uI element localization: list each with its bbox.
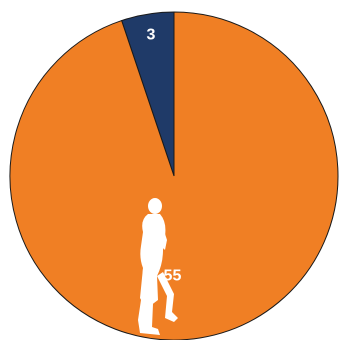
data-label-3: 3 — [146, 26, 155, 43]
pie-slices — [9, 11, 339, 340]
pie-slice-55 — [9, 11, 339, 340]
data-label-55: 55 — [164, 268, 182, 285]
woman-walking-silhouette-icon — [138, 198, 178, 335]
pie-data-labels: 3 55 — [146, 26, 181, 284]
